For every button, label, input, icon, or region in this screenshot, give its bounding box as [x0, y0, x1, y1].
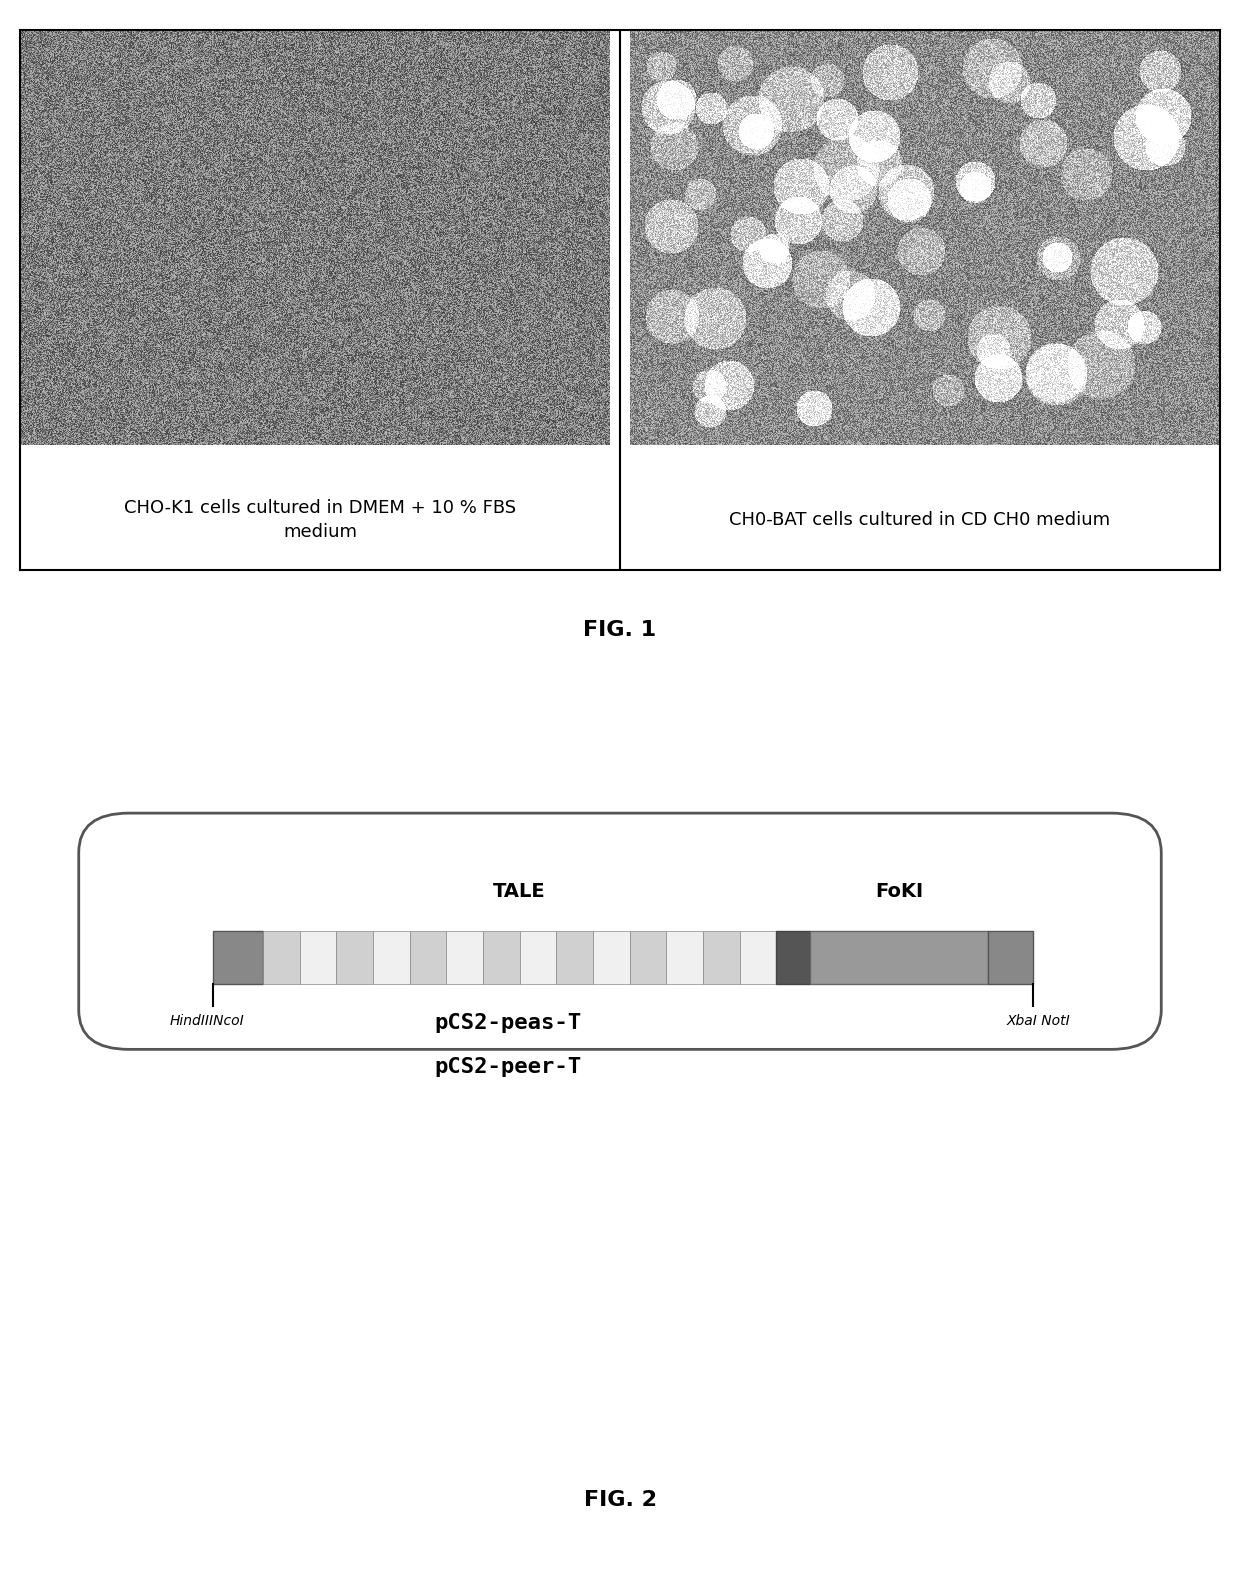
- Text: FoKI: FoKI: [875, 882, 923, 901]
- Text: pCS2-peer-T: pCS2-peer-T: [435, 1057, 582, 1077]
- Text: TALE: TALE: [494, 882, 546, 901]
- Bar: [776, 931, 810, 984]
- Text: FIG. 1: FIG. 1: [584, 621, 656, 639]
- Bar: [300, 931, 336, 984]
- Bar: [482, 931, 520, 984]
- Bar: [988, 931, 1033, 984]
- Bar: [557, 931, 593, 984]
- Bar: [213, 931, 263, 984]
- Text: CHO-K1 cells cultured in DMEM + 10 % FBS
medium: CHO-K1 cells cultured in DMEM + 10 % FBS…: [124, 499, 516, 540]
- Bar: [446, 931, 482, 984]
- Bar: [739, 931, 776, 984]
- Bar: [263, 931, 300, 984]
- Bar: [336, 931, 373, 984]
- Text: pCS2-peas-T: pCS2-peas-T: [435, 1013, 582, 1033]
- Text: HindIIINcoI: HindIIINcoI: [170, 1014, 244, 1028]
- Bar: [520, 931, 557, 984]
- Text: CH0-BAT cells cultured in CD CH0 medium: CH0-BAT cells cultured in CD CH0 medium: [729, 510, 1111, 529]
- Bar: [373, 931, 409, 984]
- Bar: [593, 931, 630, 984]
- Bar: [666, 931, 703, 984]
- Bar: [630, 931, 666, 984]
- Bar: [703, 931, 739, 984]
- Bar: [810, 931, 988, 984]
- Bar: [409, 931, 446, 984]
- Text: XbaI NotI: XbaI NotI: [1007, 1014, 1070, 1028]
- FancyBboxPatch shape: [79, 813, 1162, 1049]
- Text: FIG. 2: FIG. 2: [584, 1490, 656, 1510]
